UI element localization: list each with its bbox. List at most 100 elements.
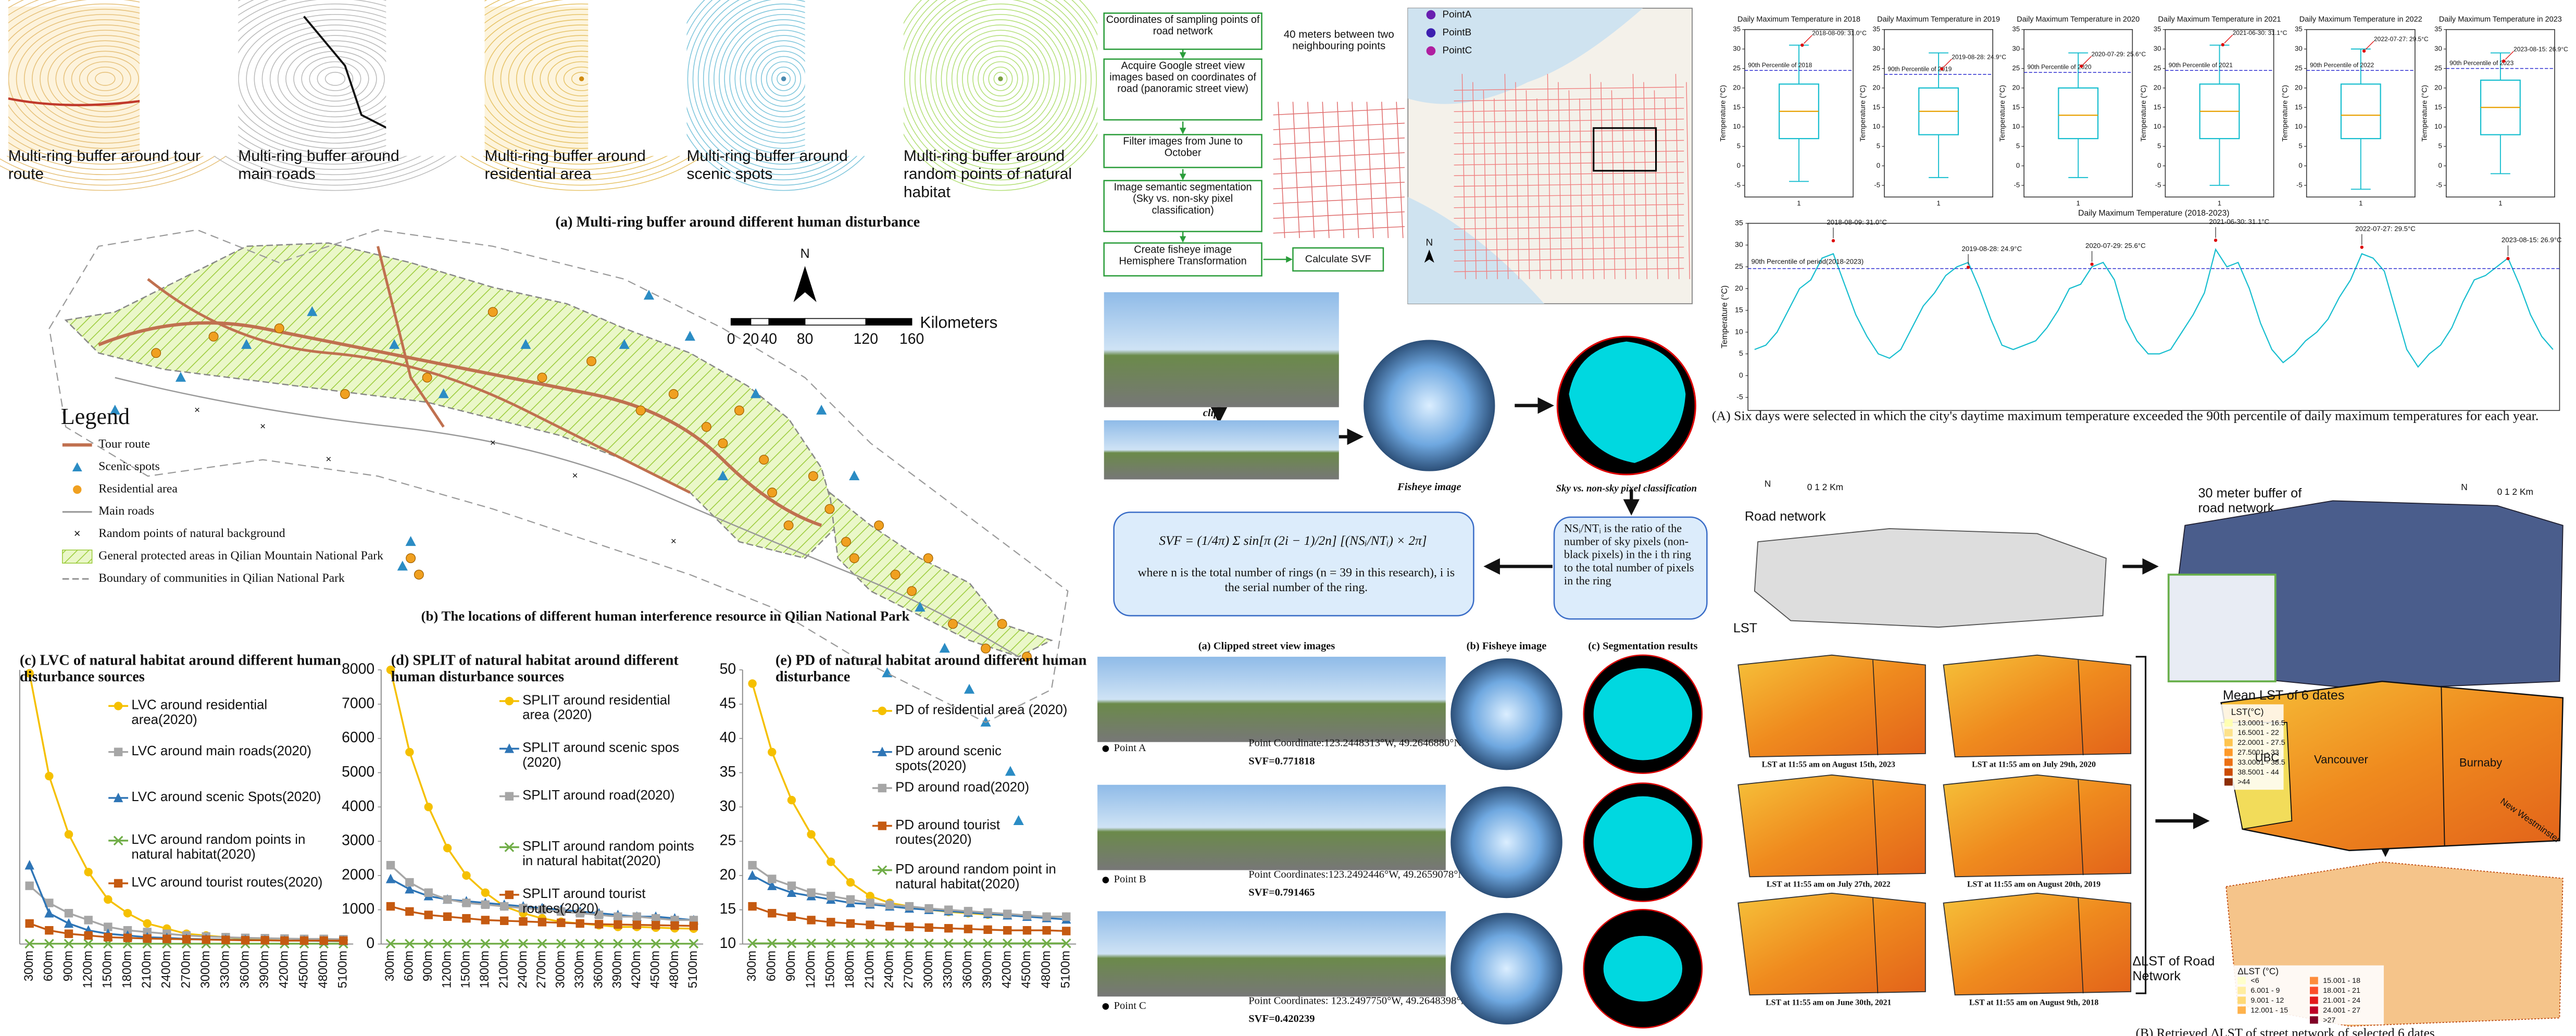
residential-symbol xyxy=(151,348,161,358)
formula-note: where n is the total number of rings (n … xyxy=(1137,566,1455,593)
data-point xyxy=(84,931,93,940)
y-tick-label: 30 xyxy=(1733,45,1741,53)
x-tick-label: 3900m xyxy=(611,951,624,988)
data-point xyxy=(904,938,915,948)
data-point xyxy=(807,830,816,839)
data-point xyxy=(104,922,112,931)
scenic-symbol xyxy=(849,470,860,481)
x-tick-label: 1500m xyxy=(824,951,837,988)
scenic-symbol xyxy=(175,371,186,382)
city-road xyxy=(1454,246,1684,251)
district-line xyxy=(2078,780,2084,876)
x-tick-label: 3600m xyxy=(592,951,605,988)
random-point: × xyxy=(326,454,331,465)
data-point xyxy=(983,925,992,934)
data-point xyxy=(114,747,123,756)
city-road xyxy=(1675,73,1680,279)
legend-swatch xyxy=(2224,758,2233,766)
buffer-ring xyxy=(766,61,802,96)
buffer-ring xyxy=(935,14,1066,144)
data-point xyxy=(45,771,54,781)
data-point xyxy=(123,933,132,942)
street-view-image xyxy=(1097,784,1446,870)
annotation-label: 2019-08-28: 24.9°C xyxy=(1952,53,2006,60)
y-tick-label: 35 xyxy=(720,764,736,780)
data-point xyxy=(83,939,94,949)
data-point xyxy=(504,743,514,753)
data-point xyxy=(386,665,395,675)
percentile-label: 90th Percentile of 2021 xyxy=(2169,61,2233,69)
data-point xyxy=(1022,926,1032,935)
scenic-symbol xyxy=(717,470,729,481)
data-point xyxy=(807,916,816,925)
legend-swatch xyxy=(2309,1006,2318,1014)
chart-title: Daily Maximum Temperature in 2022 xyxy=(2299,16,2422,24)
grid-road xyxy=(1336,102,1345,239)
scale-bar xyxy=(750,318,770,326)
spacing-note: 40 meters between two neighbouring point… xyxy=(1283,29,1394,54)
ratio-note: NSᵢ/NTᵢ is the ratio of the number of sk… xyxy=(1564,522,1694,589)
data-point xyxy=(575,939,585,949)
y-tick-label: 25 xyxy=(720,832,736,849)
data-point xyxy=(884,938,895,948)
residential-symbol xyxy=(759,455,769,465)
buffer-ring xyxy=(993,71,1008,86)
plot-frame xyxy=(1884,29,1993,198)
annotation-label: 2022-07-27: 29.5°C xyxy=(2374,35,2429,43)
x-tick-label: 3600m xyxy=(961,951,974,988)
label-strip xyxy=(1097,870,1446,905)
legend-label: <6 xyxy=(2250,977,2259,985)
x-tick-label: 1500m xyxy=(101,951,115,988)
data-point xyxy=(25,669,34,678)
buffer-ring xyxy=(946,24,1055,133)
residential-symbol xyxy=(849,553,859,564)
point-bullet xyxy=(1102,877,1109,883)
residential-symbol xyxy=(734,405,744,416)
data-point xyxy=(104,895,112,904)
y-tick-label: 10 xyxy=(1872,122,1880,130)
data-point xyxy=(878,706,887,716)
legend-label: LVC around tourist routes(2020) xyxy=(131,875,322,890)
data-point xyxy=(944,905,953,914)
plot-frame xyxy=(2446,29,2555,198)
city-road xyxy=(1558,82,1562,279)
workflow-step: Acquire Google street view images based … xyxy=(1109,61,1256,96)
x-tick-label: 5100m xyxy=(1059,951,1073,988)
legend-swatch xyxy=(2309,977,2318,984)
legend-swatch xyxy=(2224,719,2233,727)
thumb-mask xyxy=(588,0,687,156)
data-point xyxy=(443,844,452,853)
scale-tick: 120 xyxy=(854,331,878,347)
workflow-step: Image semantic segmentation (Sky vs. non… xyxy=(1114,182,1252,218)
annotation-point xyxy=(1940,67,1944,71)
data-point xyxy=(787,912,796,921)
y-tick-label: 15 xyxy=(720,901,736,917)
sky-region xyxy=(1593,796,1692,889)
legend-label: Random points of natural background xyxy=(98,527,285,540)
grid-road xyxy=(1273,108,1405,116)
ratio-note: NSᵢ/NTᵢ is the ratio of the number of sk… xyxy=(1564,522,1694,589)
legend-label: PD around scenic spots(2020) xyxy=(895,744,1002,774)
buffer-ring xyxy=(920,0,1081,159)
buffer-ring xyxy=(309,61,361,96)
plot-frame xyxy=(2306,29,2416,198)
data-point xyxy=(827,918,835,927)
residential-symbol xyxy=(537,372,547,383)
legend-label: SPLIT around scenic spos (2020) xyxy=(522,741,679,771)
data-point xyxy=(45,898,54,907)
y-tick-label: -5 xyxy=(2155,181,2161,189)
random-point: × xyxy=(490,438,496,448)
buffer-caption: Multi-ring buffer around main roads xyxy=(238,149,399,184)
fisheye-image xyxy=(1450,786,1562,898)
city-road xyxy=(1461,73,1466,279)
north-arrow xyxy=(1424,249,1434,263)
map-title: 30 meter buffer of road network xyxy=(2198,486,2302,516)
buffer-ring xyxy=(301,56,369,102)
data-point xyxy=(827,857,835,866)
legend-swatch xyxy=(2309,996,2318,1004)
x-tick-label: 900m xyxy=(421,951,435,981)
x-tick-label: 2400m xyxy=(883,951,896,988)
data-point xyxy=(983,908,992,917)
sky-region xyxy=(1569,341,1686,463)
buffer-ring xyxy=(777,71,791,86)
